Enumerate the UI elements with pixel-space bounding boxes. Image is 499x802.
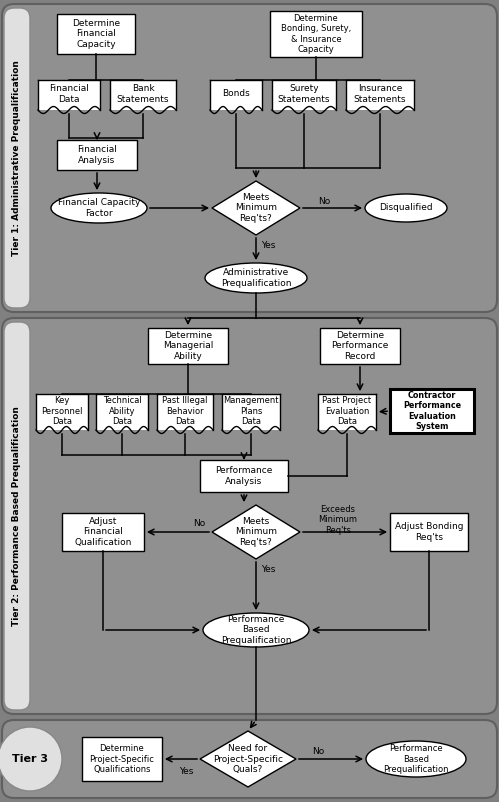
Bar xyxy=(390,389,474,433)
Text: Past Illegal
Behavior
Data: Past Illegal Behavior Data xyxy=(162,396,208,426)
Text: Key
Personnel
Data: Key Personnel Data xyxy=(41,396,83,426)
Bar xyxy=(346,80,414,110)
Text: Yes: Yes xyxy=(179,767,193,776)
Ellipse shape xyxy=(365,194,447,222)
Circle shape xyxy=(0,727,62,791)
Ellipse shape xyxy=(366,741,466,777)
Text: Adjust Bonding
Req'ts: Adjust Bonding Req'ts xyxy=(395,522,463,541)
Text: Financial Capacity
Factor: Financial Capacity Factor xyxy=(58,198,140,217)
Bar xyxy=(36,394,88,430)
Text: Performance
Analysis: Performance Analysis xyxy=(215,466,272,486)
Bar xyxy=(62,513,144,551)
Bar xyxy=(272,80,336,110)
Bar xyxy=(57,14,135,54)
Bar xyxy=(222,394,280,430)
Text: Financial
Data: Financial Data xyxy=(49,84,89,103)
Bar xyxy=(110,80,176,110)
Ellipse shape xyxy=(205,263,307,293)
Text: Tier 2: Performance Based Prequalification: Tier 2: Performance Based Prequalificati… xyxy=(12,406,21,626)
FancyBboxPatch shape xyxy=(4,8,30,308)
Bar xyxy=(210,80,262,110)
Text: Performance
Based
Prequalification: Performance Based Prequalification xyxy=(221,615,291,645)
Text: Meets
Minimum
Req'ts?: Meets Minimum Req'ts? xyxy=(235,517,277,547)
Text: Yes: Yes xyxy=(261,565,275,574)
Text: Disqualified: Disqualified xyxy=(379,204,433,213)
Text: Determine
Financial
Capacity: Determine Financial Capacity xyxy=(72,19,120,49)
Text: Past Project
Evaluation
Data: Past Project Evaluation Data xyxy=(322,396,372,426)
Text: Determine
Performance
Record: Determine Performance Record xyxy=(331,331,389,361)
Bar xyxy=(148,328,228,364)
Text: Determine
Project-Specific
Qualifications: Determine Project-Specific Qualification… xyxy=(89,744,154,774)
Polygon shape xyxy=(212,181,300,235)
Text: Yes: Yes xyxy=(261,241,275,250)
Bar xyxy=(157,394,213,430)
Text: Determine
Bonding, Surety,
& Insurance
Capacity: Determine Bonding, Surety, & Insurance C… xyxy=(281,14,351,54)
Text: Insurance
Statements: Insurance Statements xyxy=(354,84,406,103)
Polygon shape xyxy=(200,731,296,787)
Bar xyxy=(320,328,400,364)
Text: No: No xyxy=(193,520,205,529)
Text: Tier 3: Tier 3 xyxy=(12,754,48,764)
Bar xyxy=(82,737,162,781)
Bar xyxy=(318,394,376,430)
Text: Bonds: Bonds xyxy=(222,90,250,99)
FancyBboxPatch shape xyxy=(2,720,497,798)
Text: Tier 1: Administrative Prequalification: Tier 1: Administrative Prequalification xyxy=(12,60,21,256)
Text: Surety
Statements: Surety Statements xyxy=(278,84,330,103)
Bar xyxy=(200,460,288,492)
Ellipse shape xyxy=(51,193,147,223)
Text: Contractor
Performance
Evaluation
System: Contractor Performance Evaluation System xyxy=(403,391,461,431)
FancyBboxPatch shape xyxy=(2,318,497,714)
Bar xyxy=(270,11,362,57)
Text: Management
Plans
Data: Management Plans Data xyxy=(223,396,279,426)
Text: No: No xyxy=(318,196,330,205)
Bar xyxy=(96,394,148,430)
Polygon shape xyxy=(212,505,300,559)
Ellipse shape xyxy=(203,613,309,647)
FancyBboxPatch shape xyxy=(4,322,30,710)
Text: Meets
Minimum
Req'ts?: Meets Minimum Req'ts? xyxy=(235,193,277,223)
Text: Performance
Based
Prequalification: Performance Based Prequalification xyxy=(383,744,449,774)
Text: Bank
Statements: Bank Statements xyxy=(117,84,169,103)
Text: Need for
Project-Specific
Quals?: Need for Project-Specific Quals? xyxy=(213,744,283,774)
Text: Financial
Analysis: Financial Analysis xyxy=(77,145,117,164)
Text: Determine
Managerial
Ability: Determine Managerial Ability xyxy=(163,331,213,361)
Text: No: No xyxy=(312,747,324,755)
Text: Technical
Ability
Data: Technical Ability Data xyxy=(103,396,141,426)
FancyBboxPatch shape xyxy=(2,4,497,312)
Text: Adjust
Financial
Qualification: Adjust Financial Qualification xyxy=(74,517,132,547)
Bar xyxy=(57,140,137,170)
Bar xyxy=(390,513,468,551)
Bar xyxy=(38,80,100,110)
Text: Administrative
Prequalification: Administrative Prequalification xyxy=(221,269,291,288)
Text: Exceeds
Minimum
Req'ts: Exceeds Minimum Req'ts xyxy=(318,505,357,535)
